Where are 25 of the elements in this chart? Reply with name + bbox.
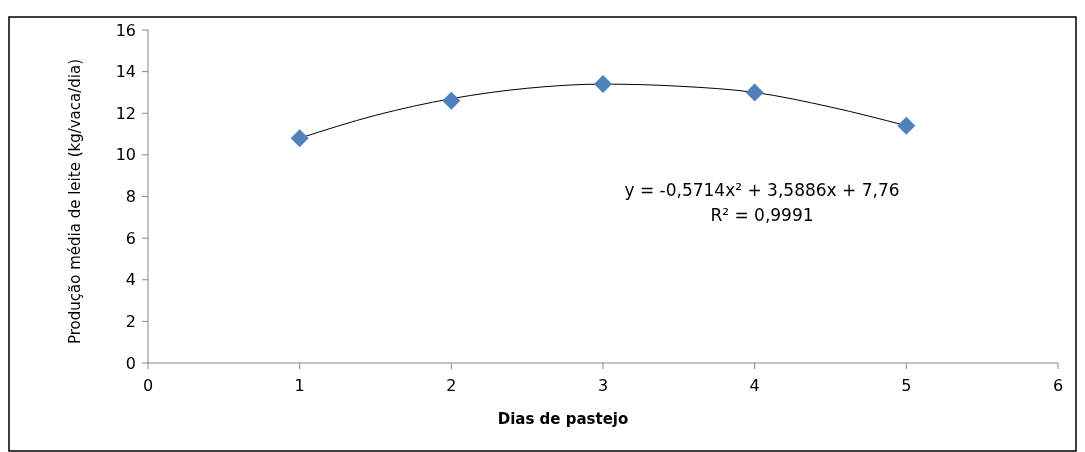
x-tick-label: 3 (597, 376, 609, 395)
x-tick-label: 6 (1052, 376, 1064, 395)
y-tick-label: 16 (115, 20, 136, 40)
annotation: R² = 0,9991 (710, 205, 814, 225)
x-tick-label: 0 (142, 376, 154, 395)
x-tick-label: 5 (901, 376, 912, 395)
point (745, 83, 764, 102)
point (594, 75, 612, 94)
y-tick-label: 8 (125, 187, 136, 207)
y-tick-label: 12 (115, 103, 136, 123)
point (442, 91, 461, 110)
y-tick-label: 0 (125, 353, 136, 373)
annotation: y = -0,5714x² + 3,5886x + 7,76 (624, 180, 900, 200)
x-axis-title: Dias de pastejo (497, 410, 629, 428)
x-tick-label: 1 (294, 376, 305, 395)
y-axis-title: Produção média de leite (kg/vaca/dia) (66, 58, 84, 345)
y-tick-label: 2 (125, 311, 136, 331)
y-tick-label: 6 (125, 228, 136, 248)
x-tick-label: 4 (749, 376, 760, 395)
point (897, 116, 916, 135)
x-tick-label: 2 (446, 376, 457, 395)
y-tick-label: 10 (115, 145, 136, 165)
y-tick-label: 14 (115, 62, 136, 82)
point (290, 129, 309, 148)
y-tick-label: 4 (125, 270, 136, 290)
